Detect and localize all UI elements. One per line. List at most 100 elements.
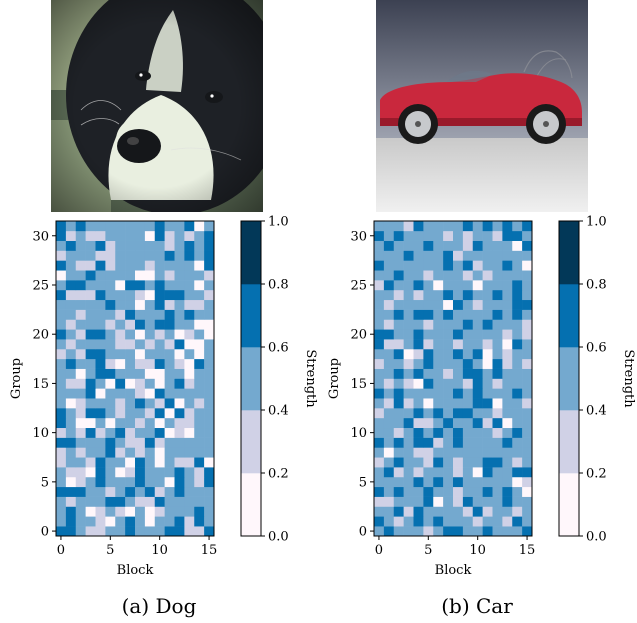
heatmap-cell [164,526,175,537]
heatmap-cell [383,486,395,497]
heatmap-cell [135,437,146,448]
heatmap-cell [383,230,395,241]
heatmap-cell [95,408,106,419]
heatmap-cell [56,260,67,271]
heatmap-cell [184,240,195,251]
heatmap-cell [522,408,533,419]
heatmap-cell [383,476,395,488]
heatmap-cell [374,230,385,241]
heatmap-cell [423,378,434,389]
heatmap-cell [462,457,474,468]
heatmap-cell [423,398,434,409]
heatmap-cell [125,437,136,448]
heatmap-cell [413,339,424,350]
heatmap-cell [85,270,96,281]
heatmap-cell [522,496,533,507]
heatmap-cell [75,309,86,320]
heatmap-cell [95,358,106,369]
heatmap-cell [403,417,414,429]
heatmap-cell [85,299,96,310]
heatmap-cell [135,358,146,369]
heatmap-cell [144,221,156,232]
heatmap-cell [413,526,424,537]
heatmap-cell [144,437,156,448]
heatmap-cells [374,221,533,537]
heatmap-cell [204,270,215,281]
heatmap-cell [492,319,503,330]
heatmap-cell [85,506,96,517]
y-tick-label: 25 [32,278,49,293]
heatmap-cell [512,506,523,517]
heatmap-cell [502,388,513,399]
heatmap-cell [423,319,434,330]
heatmap-cell [164,299,175,310]
x-axis-label: Block [435,563,472,578]
heatmap-cell [135,467,146,478]
heatmap-cell [512,437,523,448]
heatmap-cell [194,467,205,478]
x-tick-label: 0 [375,543,383,558]
heatmap-cell [135,506,146,517]
heatmap-cell [95,319,106,330]
heatmap-cell [453,388,464,399]
heatmap-cell [383,329,395,340]
heatmap-cell [492,221,503,232]
heatmap-cell [154,516,165,527]
heatmap-cell [443,250,454,261]
heatmap-cell [522,486,533,497]
heatmap-cell [423,329,434,340]
heatmap-cell [194,348,205,360]
heatmap-cell [184,329,195,340]
heatmap-cell [56,526,67,537]
heatmap-cell [413,388,424,399]
heatmap-cell [85,329,96,340]
heatmap-cell [374,339,385,350]
heatmap-cell [95,486,106,497]
heatmap-cell [502,230,513,241]
x-tick-label: 5 [106,543,114,558]
heatmap-cell [164,398,175,409]
heatmap-cell [433,319,444,330]
heatmap-cell [125,299,136,310]
heatmap-cell [154,221,165,232]
heatmap-cell [144,299,156,310]
heatmap-cell [433,496,444,507]
heatmap-cell [522,437,533,448]
y-tick-label: 20 [350,328,367,343]
x-axis-label: Block [117,563,154,578]
heatmap-cell [492,486,503,497]
heatmap-cell [492,506,503,517]
heatmap-cell [174,339,185,350]
heatmap-cell [144,339,156,350]
heatmap-cell [443,388,454,399]
heatmap-cell [472,319,483,330]
heatmap-cell [95,260,106,271]
heatmap-cell [374,476,385,488]
heatmap-cell [453,309,464,320]
heatmap-cell [462,378,474,389]
heatmap-cell [374,447,385,458]
heatmap-cell [403,457,414,468]
heatmap-cell [204,250,215,261]
heatmap-cell [115,417,126,429]
heatmap-cell [383,496,395,507]
heatmap-cell [65,329,77,340]
heatmap-cell [75,526,86,537]
heatmap-cell [502,319,513,330]
colorbar-segment [559,347,579,411]
x-tick-label: 0 [57,543,65,558]
heatmap-cell [95,496,106,507]
heatmap-cell [522,270,533,281]
heatmap-cell [423,250,434,261]
heatmap-cell [393,329,404,340]
heatmap-cell [115,299,126,310]
heatmap-cell [85,447,96,458]
heatmap-cell [115,486,126,497]
heatmap-cell [522,368,533,379]
heatmap-cell [174,476,185,488]
heatmap-cell [502,378,513,389]
heatmap-cell [184,447,195,458]
heatmap-cell [115,457,126,468]
colorbar-tick-label: 0.6 [586,341,607,356]
heatmap-cell [95,476,106,488]
